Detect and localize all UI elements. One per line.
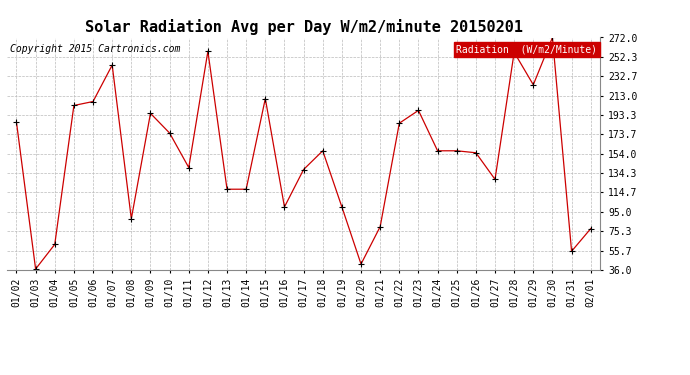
Text: Copyright 2015 Cartronics.com: Copyright 2015 Cartronics.com [10, 45, 180, 54]
Text: Radiation  (W/m2/Minute): Radiation (W/m2/Minute) [456, 45, 598, 54]
Title: Solar Radiation Avg per Day W/m2/minute 20150201: Solar Radiation Avg per Day W/m2/minute … [85, 19, 522, 35]
